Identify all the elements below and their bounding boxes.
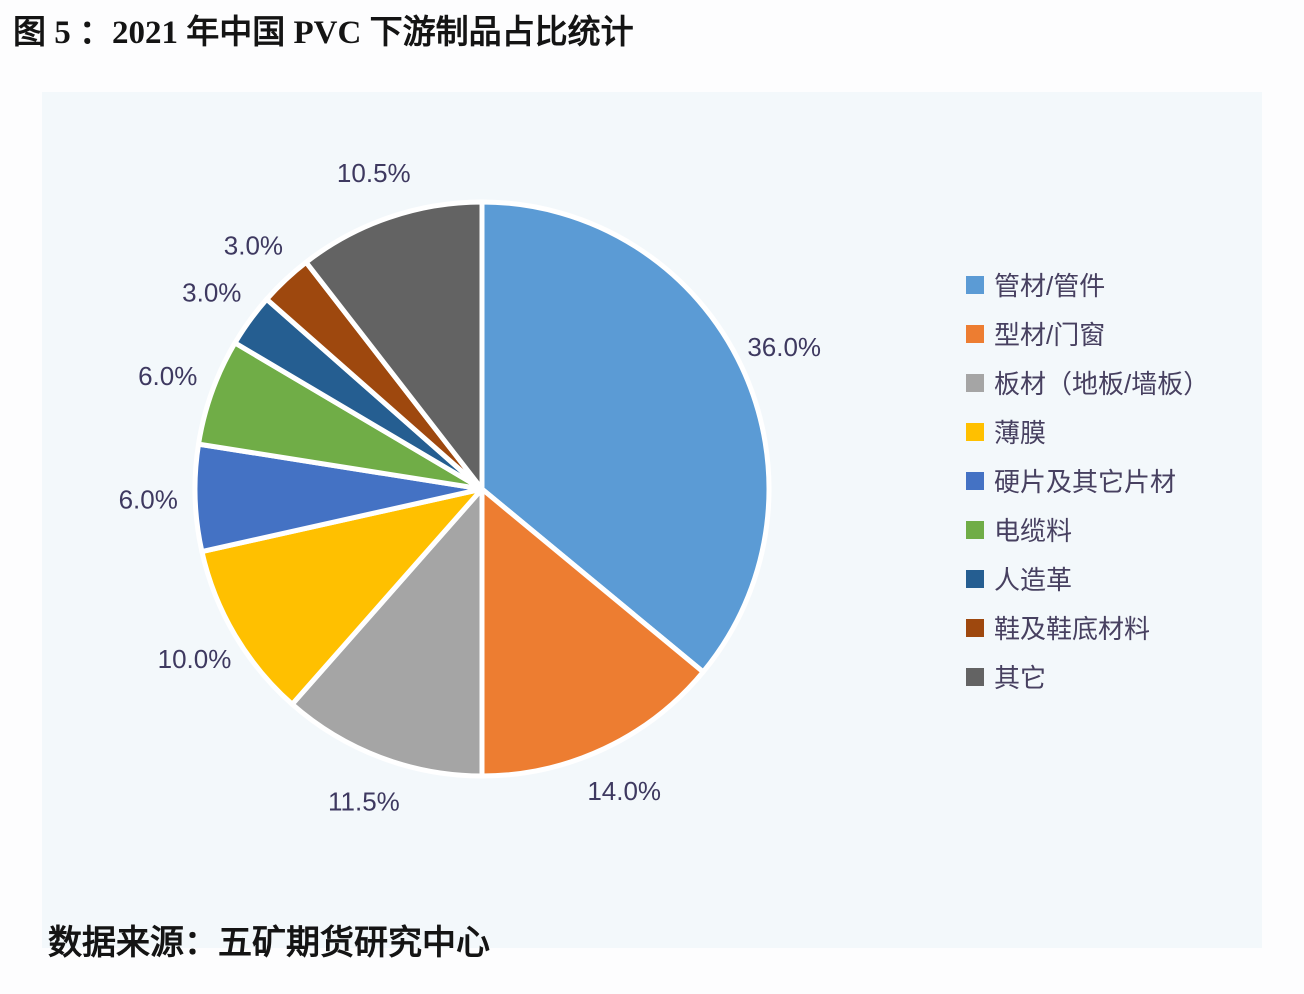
- legend-label: 鞋及鞋底材料: [994, 614, 1151, 644]
- legend-swatch-icon: [966, 422, 984, 441]
- legend-item: 其它: [966, 652, 1209, 701]
- legend-swatch-icon: [966, 618, 984, 637]
- legend-label: 其它: [994, 663, 1047, 693]
- legend-swatch-icon: [966, 520, 984, 539]
- pie-slice-2: [289, 486, 485, 779]
- pie-slice-1: [479, 486, 706, 779]
- pie-slice-label: 3.0%: [182, 278, 241, 308]
- pie-slice-label: 10.0%: [158, 644, 232, 674]
- pie-slice-label: 6.0%: [119, 485, 178, 515]
- pie-slice-0: [479, 199, 772, 675]
- pie-slice-label: 11.5%: [328, 786, 400, 816]
- legend-label: 硬片及其它片材: [994, 467, 1177, 497]
- figure-title: 图 5 ：2021 年中国 PVC 下游制品占比统计: [13, 15, 634, 51]
- pie-slice-3: [199, 486, 485, 707]
- legend-item: 鞋及鞋底材料: [966, 603, 1209, 652]
- pie-slice-8: [303, 199, 485, 492]
- legend-label: 板材（地板/墙板）: [994, 369, 1210, 399]
- legend-label: 薄膜: [994, 418, 1047, 448]
- legend-swatch-icon: [966, 324, 984, 343]
- pie-slice-label: 10.5%: [337, 158, 411, 188]
- pie-slice-label: 3.0%: [224, 231, 283, 261]
- legend-swatch-icon: [966, 373, 984, 392]
- pie-slice-label: 36.0%: [747, 332, 821, 362]
- data-source: 数据来源：五矿期货研究中心: [48, 925, 490, 962]
- legend-swatch-icon: [966, 471, 984, 490]
- pie-slice-label: 6.0%: [138, 361, 197, 391]
- legend-swatch-icon: [966, 667, 984, 686]
- legend-item: 型材/门窗: [966, 309, 1209, 358]
- legend-item: 管材/管件: [966, 260, 1209, 309]
- legend-item: 硬片及其它片材: [966, 456, 1209, 505]
- legend-label: 型材/门窗: [994, 320, 1106, 350]
- legend-item: 板材（地板/墙板）: [966, 358, 1209, 407]
- legend-swatch-icon: [966, 275, 984, 294]
- legend-label: 电缆料: [994, 516, 1073, 546]
- legend: 管材/管件 型材/门窗 板材（地板/墙板） 薄膜 硬片及其它片材 电缆料 人造革…: [966, 260, 1209, 701]
- legend-item: 电缆料: [966, 505, 1209, 554]
- legend-label: 人造革: [994, 565, 1073, 595]
- legend-item: 人造革: [966, 554, 1209, 603]
- legend-label: 管材/管件: [994, 271, 1106, 301]
- pie-slice-label: 14.0%: [587, 776, 661, 806]
- legend-swatch-icon: [966, 569, 984, 588]
- legend-item: 薄膜: [966, 407, 1209, 456]
